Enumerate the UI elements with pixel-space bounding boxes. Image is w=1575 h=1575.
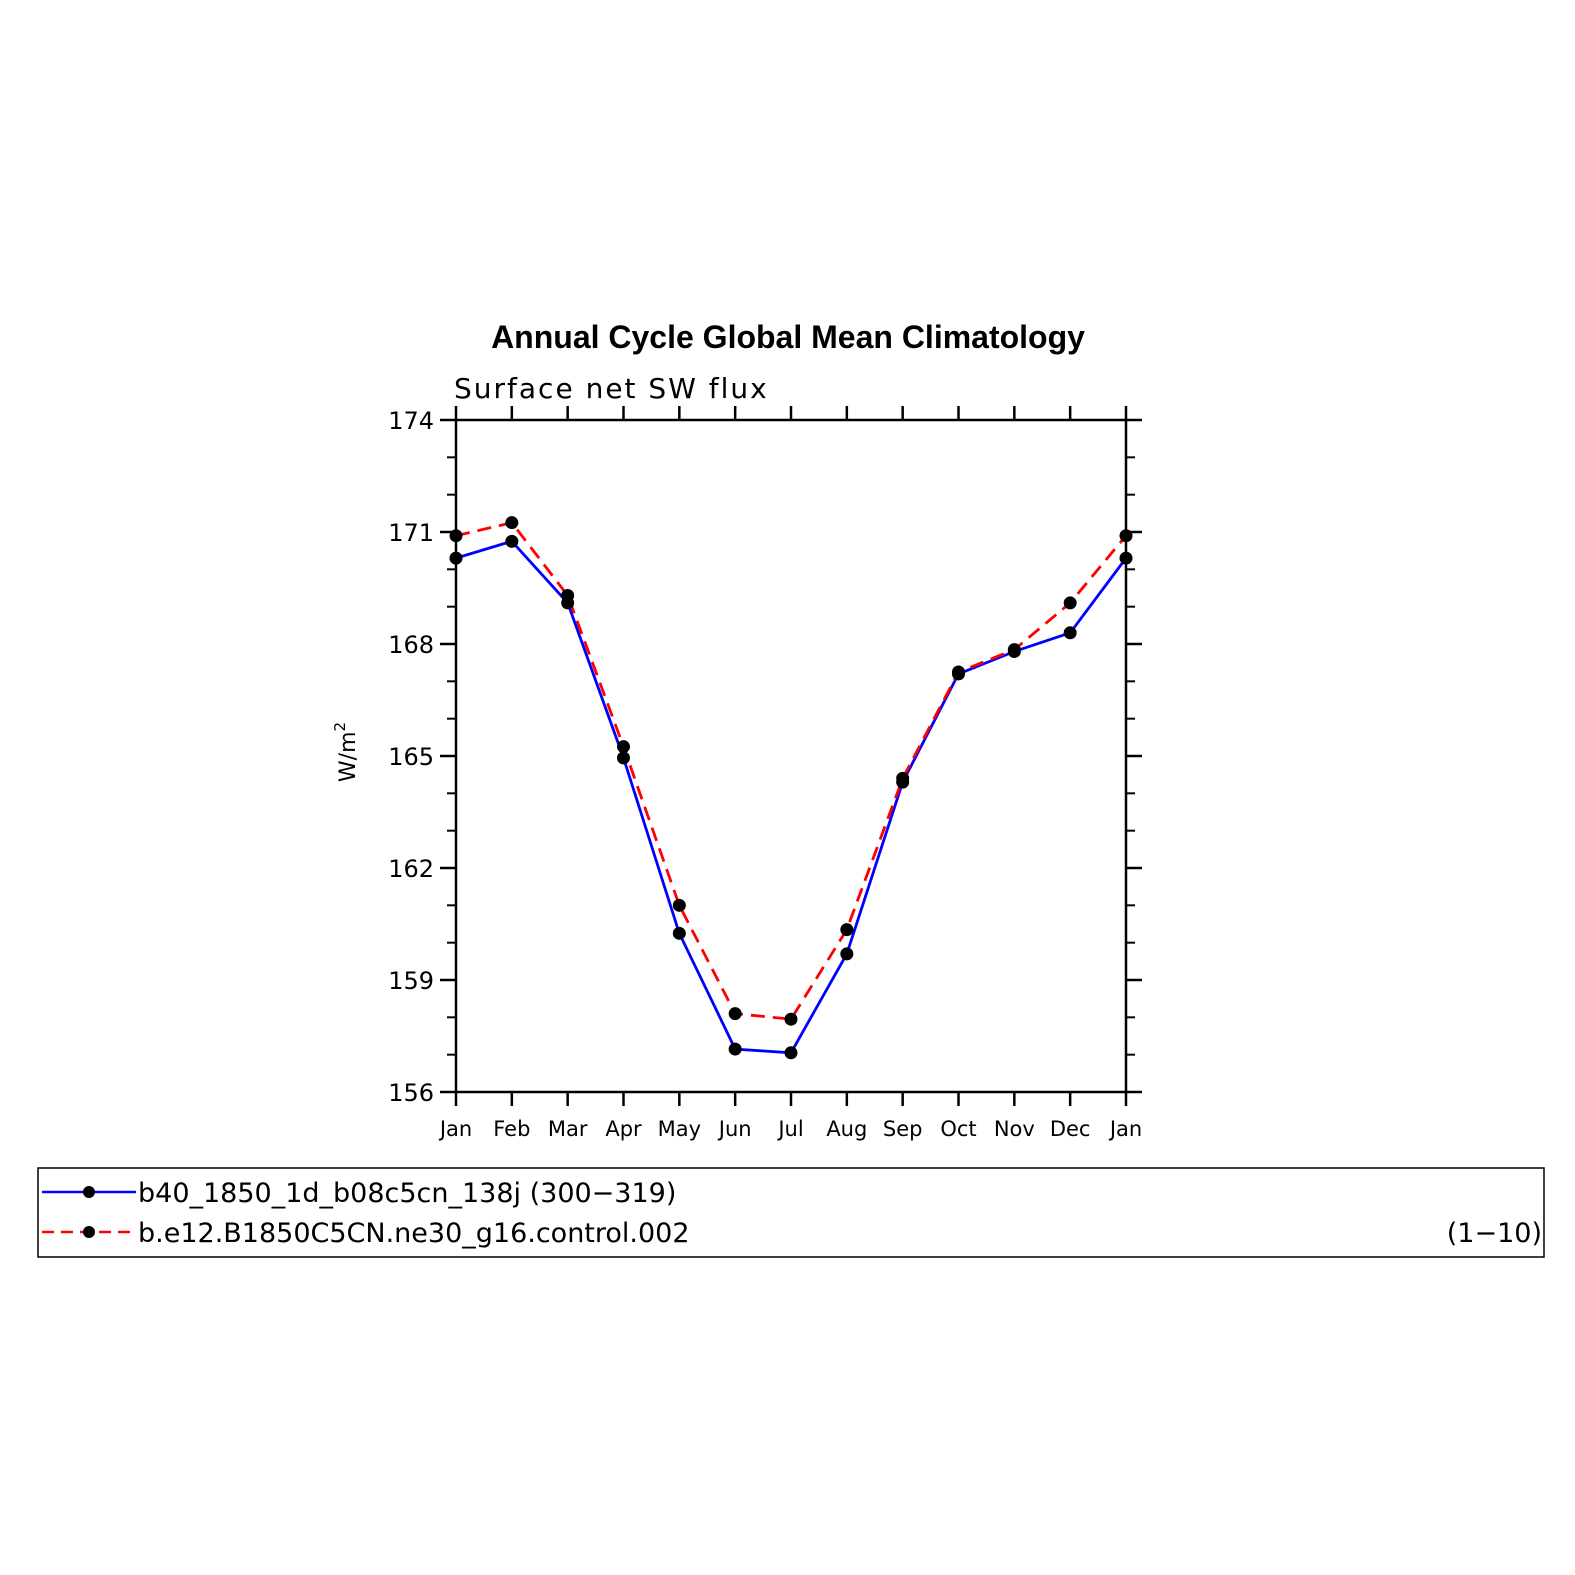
legend: b40_1850_1d_b08c5cn_138j (300−319) b.e12…	[37, 1167, 1545, 1258]
legend-marker-series-2	[83, 1226, 95, 1238]
series-2-point-12	[1119, 529, 1133, 543]
series-2-point-11	[1063, 596, 1077, 610]
y-tick-label-5: 171	[388, 519, 434, 547]
chart-subtitle: Surface net SW flux	[454, 372, 769, 405]
series-1-point-7	[840, 947, 854, 961]
series-1-point-4	[672, 926, 686, 940]
x-tick-label-4: May	[658, 1117, 701, 1141]
series-1-point-1	[505, 534, 519, 548]
series-1-point-11	[1063, 626, 1077, 640]
y-tick-label-3: 165	[388, 743, 434, 771]
y-tick-label-6: 174	[388, 407, 434, 435]
y-tick-label-0: 156	[388, 1079, 434, 1107]
series-2-point-4	[672, 898, 686, 912]
x-tick-label-9: Oct	[940, 1117, 976, 1141]
series-1-point-6	[784, 1046, 798, 1060]
series-1-point-5	[728, 1042, 742, 1056]
x-tick-label-10: Nov	[994, 1117, 1035, 1141]
x-tick-label-12: Jan	[1108, 1117, 1142, 1141]
series-2-point-1	[505, 516, 519, 530]
series-2-point-3	[617, 740, 630, 754]
legend-marker-series-1	[83, 1186, 95, 1198]
plot-area: 156 159 162 165 168 171 174 Jan Feb Mar Apr May Jun J…	[388, 406, 1142, 1141]
y-axis-label-sup: 2	[331, 722, 349, 732]
series-2-point-10	[1007, 643, 1021, 657]
series-2-point-9	[952, 665, 965, 679]
plot-frame	[454, 418, 1128, 1094]
x-tick-label-3: Apr	[605, 1117, 642, 1141]
x-tick-label-6: Jul	[776, 1117, 803, 1141]
series-1-point-0	[449, 551, 463, 565]
x-tick-label-5: Jun	[717, 1117, 752, 1141]
x-tick-label-11: Dec	[1050, 1117, 1091, 1141]
series-2-point-0	[449, 529, 463, 543]
y-axis-label: W/m2	[331, 722, 361, 782]
legend-box	[37, 1167, 1545, 1258]
x-tick-label-8: Sep	[883, 1117, 923, 1141]
series-2-point-8	[896, 771, 910, 785]
series-1-point-12	[1119, 551, 1133, 565]
x-tick-label-1: Feb	[493, 1117, 530, 1141]
chart-title: Annual Cycle Global Mean Climatology	[491, 319, 1085, 355]
series-2-point-7	[840, 923, 854, 937]
series-1-line	[455, 539, 1128, 1055]
y-tick-label-1: 159	[388, 967, 434, 995]
legend-label-series-1: b40_1850_1d_b08c5cn_138j (300−319)	[138, 1178, 676, 1209]
series-2-point-2	[561, 588, 575, 602]
series-2-line	[455, 521, 1128, 1021]
y-axis-label-base: W/m	[336, 731, 361, 782]
x-tick-label-2: Mar	[548, 1117, 588, 1141]
series-1-point-3	[617, 751, 630, 765]
series-2-point-6	[784, 1012, 798, 1026]
x-tick-label-0: Jan	[438, 1117, 472, 1141]
series-2-point-5	[728, 1007, 742, 1021]
x-tick-label-7: Aug	[826, 1117, 867, 1141]
legend-label-series-2: b.e12.B1850C5CN.ne30_g16.control.002	[138, 1218, 690, 1249]
y-tick-label-2: 162	[388, 855, 434, 883]
legend-range-series-2: (1−10)	[1447, 1218, 1542, 1249]
y-tick-label-4: 168	[388, 631, 434, 659]
